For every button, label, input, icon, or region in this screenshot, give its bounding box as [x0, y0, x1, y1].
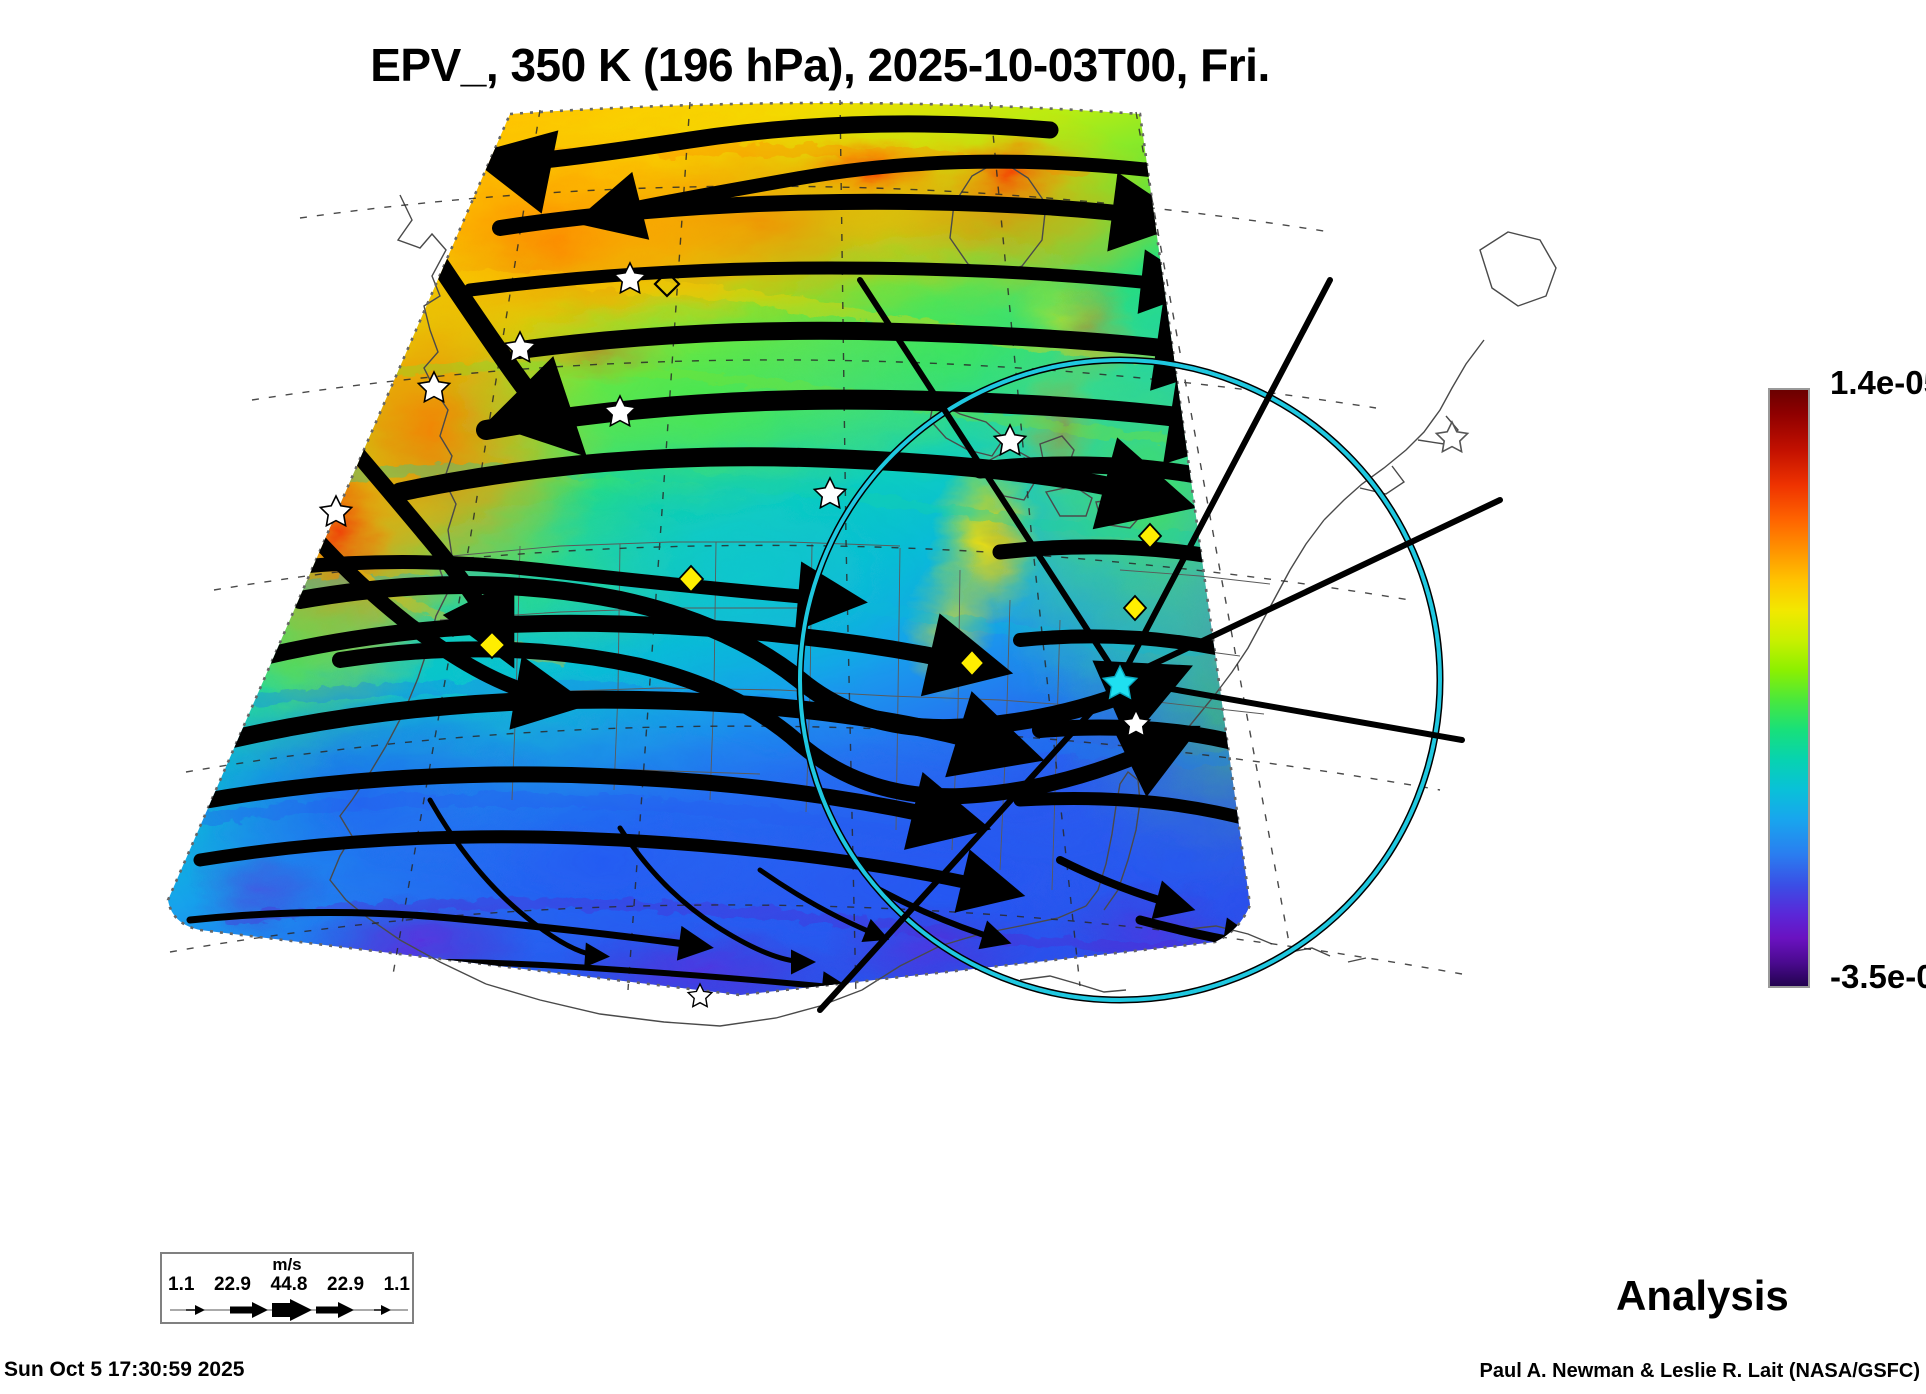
- white-star-marker: [502, 330, 538, 364]
- white-star-marker: [1120, 708, 1152, 738]
- flight-tracks[interactable]: [817, 277, 1503, 1013]
- colorbar-gradient: [1768, 388, 1810, 988]
- yellow-diamond-marker: [1137, 522, 1163, 550]
- range-circle-inner: [798, 358, 1442, 1002]
- colorbar-max-label: 1.4e-05: [1830, 364, 1926, 401]
- white-star-marker-outline: [1434, 420, 1470, 454]
- colorbar-min-label: -3.5e-06: [1830, 958, 1926, 995]
- yellow-diamond-marker: [677, 564, 705, 594]
- white-star-marker-bottom: [686, 982, 714, 1008]
- station-markers[interactable]: [318, 261, 1470, 1008]
- white-star-marker: [812, 476, 848, 510]
- wind-legend-arrow-scale: [170, 1299, 408, 1321]
- white-star-marker: [992, 423, 1028, 457]
- wind-legend-value: 22.9: [327, 1274, 365, 1295]
- map-plot[interactable]: [0, 100, 1640, 1230]
- page-title: EPV_, 350 K (196 hPa), 2025-10-03T00, Fr…: [370, 39, 1270, 91]
- white-star-marker: [602, 394, 638, 428]
- yellow-diamond-marker: [1122, 594, 1148, 622]
- white-star-marker: [612, 261, 648, 295]
- base-marker-cyan-star: [1101, 664, 1139, 700]
- yellow-diamond-marker: [653, 270, 681, 298]
- analysis-label: Analysis: [1616, 1272, 1789, 1319]
- white-star-marker: [318, 494, 354, 528]
- yellow-diamond-marker: [477, 630, 507, 660]
- wind-streamlines: [186, 115, 1250, 995]
- wind-legend-value: 44.8: [270, 1274, 308, 1295]
- wind-legend-value: 1.1: [383, 1274, 410, 1295]
- map-panel[interactable]: [0, 100, 1640, 1230]
- colorbar: 1.4e-05 -3.5e-06: [1768, 364, 1926, 995]
- yellow-diamond-marker: [958, 648, 986, 678]
- white-star-marker: [416, 370, 452, 404]
- footer-timestamp: Sun Oct 5 17:30:59 2025: [4, 1358, 245, 1381]
- footer-credit: Paul A. Newman & Leslie R. Lait (NASA/GS…: [1479, 1360, 1920, 1382]
- wind-legend-unit-label: m/s: [272, 1255, 302, 1274]
- map-boundary: [166, 101, 1252, 997]
- wind-legend-value: 22.9: [213, 1274, 251, 1295]
- wind-legend-value: 1.1: [168, 1274, 195, 1295]
- wind-speed-legend: m/s 1.1 22.9 44.8 22.9 1.1: [160, 1252, 414, 1324]
- wind-legend-values: 1.1 22.9 44.8 22.9 1.1: [168, 1274, 410, 1296]
